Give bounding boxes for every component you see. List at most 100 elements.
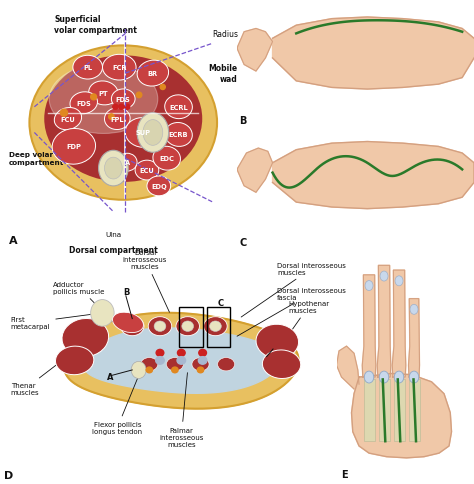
Ellipse shape: [70, 92, 98, 115]
Ellipse shape: [44, 56, 202, 182]
Ellipse shape: [154, 321, 166, 332]
Text: E: E: [342, 469, 348, 479]
Ellipse shape: [29, 46, 217, 200]
Ellipse shape: [395, 276, 403, 286]
Text: A: A: [125, 160, 130, 166]
Ellipse shape: [137, 61, 169, 87]
Polygon shape: [273, 18, 474, 90]
Polygon shape: [273, 142, 474, 209]
Text: D: D: [4, 470, 14, 480]
Ellipse shape: [365, 281, 373, 291]
Bar: [179, 307, 202, 348]
Text: Hypothenar
muscles: Hypothenar muscles: [279, 300, 329, 349]
Ellipse shape: [365, 371, 374, 383]
Text: EDC: EDC: [159, 156, 174, 162]
Ellipse shape: [409, 371, 419, 383]
Ellipse shape: [111, 90, 135, 109]
Circle shape: [177, 349, 185, 357]
Ellipse shape: [153, 147, 181, 171]
Ellipse shape: [137, 113, 169, 153]
Circle shape: [155, 357, 164, 364]
Ellipse shape: [127, 321, 138, 332]
Circle shape: [118, 105, 124, 110]
Text: FCR: FCR: [112, 65, 127, 71]
Text: Dorsal compartment: Dorsal compartment: [69, 246, 158, 255]
Text: FCU: FCU: [61, 116, 75, 122]
Text: Dorsal interosseous
muscles: Dorsal interosseous muscles: [241, 262, 346, 318]
Polygon shape: [393, 379, 404, 441]
Ellipse shape: [102, 55, 136, 81]
Text: Superficial
volar compartment: Superficial volar compartment: [54, 15, 137, 35]
Text: SUP: SUP: [136, 130, 150, 136]
Ellipse shape: [165, 96, 192, 120]
Ellipse shape: [135, 161, 159, 181]
Text: C: C: [239, 237, 246, 247]
Circle shape: [113, 105, 118, 110]
Circle shape: [172, 367, 178, 373]
Polygon shape: [337, 347, 359, 389]
Text: ECU: ECU: [139, 168, 155, 174]
Ellipse shape: [49, 65, 158, 134]
Ellipse shape: [192, 358, 209, 371]
Text: PL: PL: [83, 65, 92, 71]
Text: FDS: FDS: [76, 101, 91, 106]
Circle shape: [199, 349, 207, 357]
Text: Flexor pollicis
longus tendon: Flexor pollicis longus tendon: [92, 378, 142, 434]
Polygon shape: [377, 266, 391, 378]
Text: A: A: [107, 373, 113, 382]
Text: Radius: Radius: [212, 30, 238, 39]
Text: D: D: [273, 338, 280, 348]
Ellipse shape: [394, 371, 404, 383]
Ellipse shape: [125, 119, 161, 148]
Ellipse shape: [55, 347, 94, 375]
Ellipse shape: [99, 151, 128, 186]
Polygon shape: [392, 271, 406, 378]
Polygon shape: [364, 379, 374, 441]
Polygon shape: [379, 379, 390, 441]
Ellipse shape: [104, 108, 130, 130]
Ellipse shape: [112, 313, 144, 333]
Circle shape: [109, 115, 114, 120]
Text: Deep volar
compartment: Deep volar compartment: [9, 152, 64, 166]
Text: Adductor
pollicis muscle: Adductor pollicis muscle: [53, 281, 115, 325]
Text: Ulna: Ulna: [105, 232, 121, 238]
Ellipse shape: [91, 300, 114, 327]
Ellipse shape: [218, 358, 235, 371]
Circle shape: [125, 105, 130, 110]
Ellipse shape: [143, 121, 163, 146]
Text: ECRL: ECRL: [169, 105, 188, 110]
Polygon shape: [409, 379, 419, 441]
Ellipse shape: [62, 319, 109, 357]
Text: FDS: FDS: [116, 97, 131, 103]
Ellipse shape: [380, 272, 388, 282]
Ellipse shape: [176, 317, 200, 336]
Ellipse shape: [73, 56, 102, 80]
Text: B: B: [239, 116, 247, 126]
Polygon shape: [362, 275, 376, 378]
Circle shape: [61, 110, 67, 117]
Ellipse shape: [147, 177, 171, 197]
Polygon shape: [237, 149, 273, 193]
Circle shape: [160, 85, 165, 91]
Text: EDQ: EDQ: [151, 183, 167, 190]
Polygon shape: [83, 328, 279, 393]
Text: FDP: FDP: [66, 144, 82, 150]
Ellipse shape: [148, 317, 172, 336]
Text: First
metacarpal: First metacarpal: [10, 314, 100, 329]
Circle shape: [198, 357, 207, 364]
Ellipse shape: [52, 129, 96, 165]
Ellipse shape: [166, 358, 183, 371]
Ellipse shape: [256, 325, 299, 359]
Ellipse shape: [117, 154, 137, 172]
Ellipse shape: [141, 358, 158, 371]
Text: B: B: [124, 287, 130, 296]
Polygon shape: [409, 299, 419, 378]
Text: Dorsal
interosseous
muscles: Dorsal interosseous muscles: [123, 250, 170, 313]
Polygon shape: [352, 374, 452, 458]
Ellipse shape: [55, 108, 82, 131]
Ellipse shape: [410, 305, 418, 315]
Circle shape: [137, 93, 142, 98]
Ellipse shape: [104, 158, 122, 180]
Text: Palmar
interosseous
muscles: Palmar interosseous muscles: [159, 373, 203, 447]
Circle shape: [146, 367, 153, 373]
